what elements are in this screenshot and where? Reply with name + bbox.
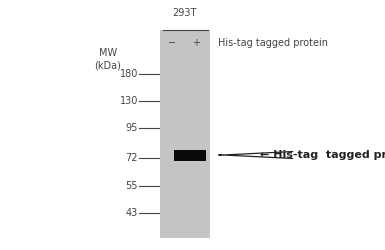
Text: 130: 130 <box>120 96 138 106</box>
Text: 55: 55 <box>126 181 138 191</box>
Text: 293T: 293T <box>172 8 196 18</box>
Text: His-tag tagged protein: His-tag tagged protein <box>218 38 328 48</box>
Bar <box>160 30 210 238</box>
Text: 95: 95 <box>126 123 138 133</box>
Text: 180: 180 <box>120 69 138 79</box>
Text: 43: 43 <box>126 208 138 218</box>
Bar <box>174 150 206 160</box>
Text: +: + <box>192 38 200 48</box>
Text: MW
(kDa): MW (kDa) <box>95 48 121 70</box>
Text: −: − <box>168 38 176 48</box>
Text: 72: 72 <box>126 153 138 163</box>
Text: ← His-tag  tagged protein: ← His-tag tagged protein <box>260 150 385 160</box>
